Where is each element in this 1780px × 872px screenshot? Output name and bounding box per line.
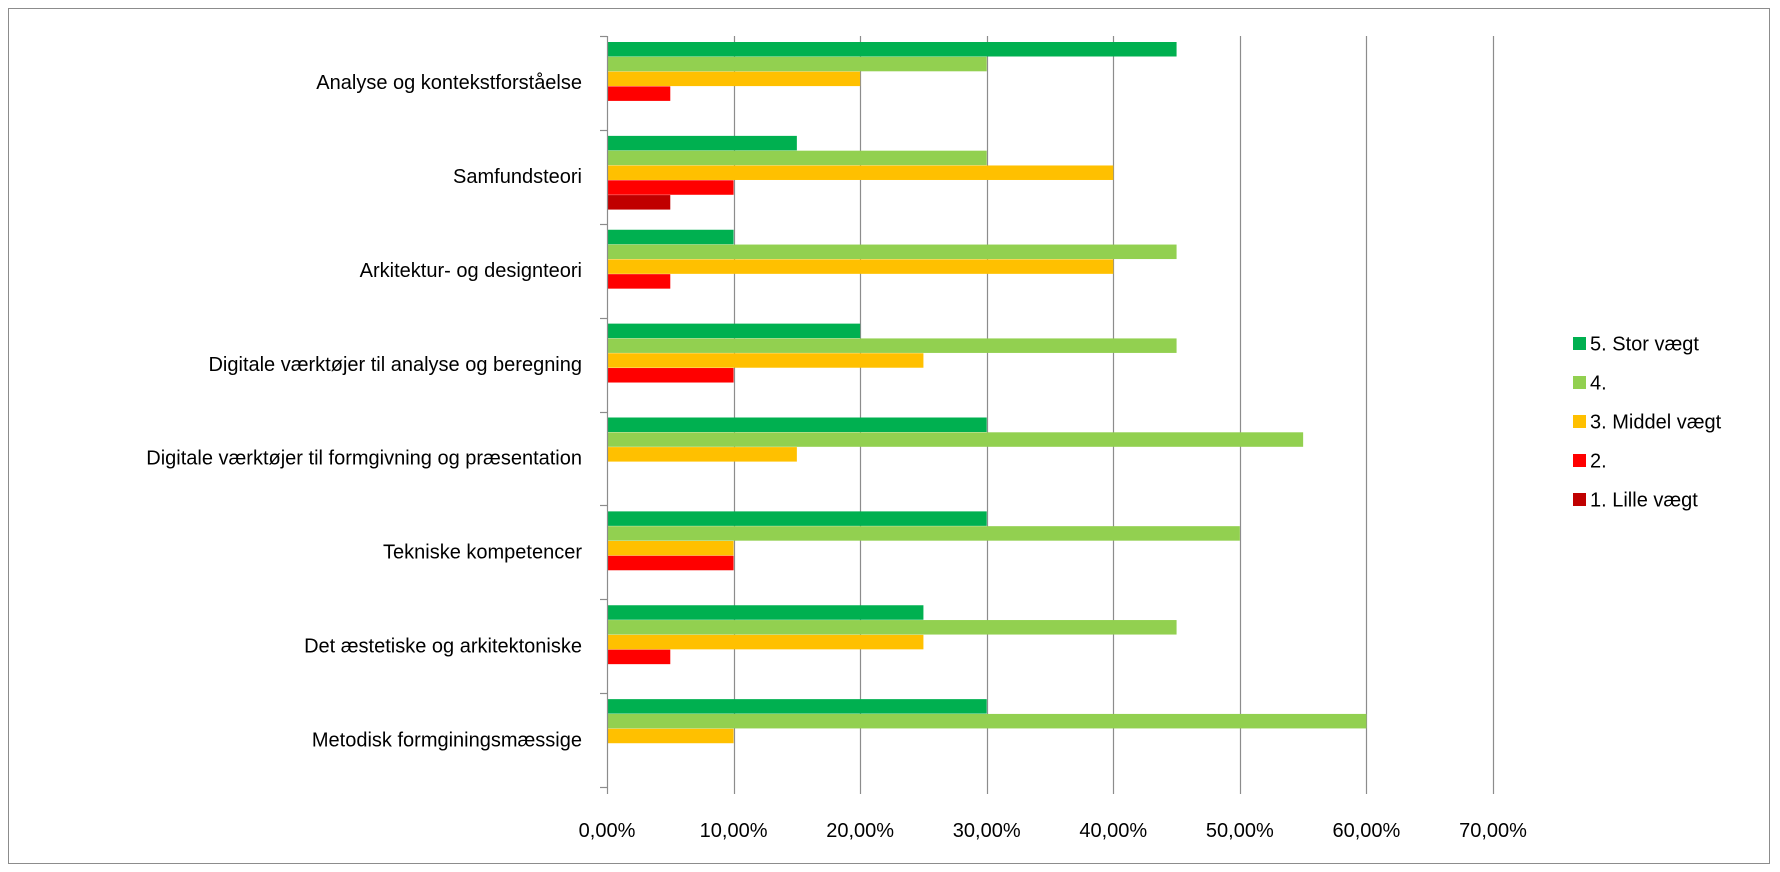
bar (608, 620, 1177, 635)
bar (608, 728, 734, 744)
bar (608, 259, 1114, 274)
category-labels: Analyse og kontekstforståelse Samfundsteo… (146, 72, 582, 751)
legend-label: 5. Stor vægt (1590, 333, 1699, 355)
category-label: Det æstetiske og arkitektoniske (304, 635, 582, 657)
legend-swatch (1573, 337, 1586, 350)
bar (608, 180, 734, 195)
bar (608, 165, 1114, 180)
category-label: Analyse og kontekstforståelse (316, 72, 582, 94)
bar (608, 229, 734, 245)
bar (608, 447, 797, 462)
category-label: Tekniske kompetencer (383, 542, 582, 564)
bar (608, 511, 987, 526)
bar (608, 71, 861, 87)
bar (608, 540, 734, 556)
bar (608, 634, 924, 650)
x-tick-label: 30,00% (953, 820, 1021, 842)
x-tick-label: 40,00% (1079, 820, 1147, 842)
x-tick-label: 70,00% (1459, 820, 1527, 842)
bar (608, 699, 987, 714)
bar (608, 432, 1304, 447)
category-label: Digitale værktøjer til analyse og beregn… (208, 354, 582, 376)
bars (608, 42, 1367, 744)
category-label: Digitale værktøjer til formgivning og pr… (146, 448, 582, 470)
gridlines (733, 36, 1495, 787)
bar (608, 605, 924, 620)
bar (608, 323, 861, 339)
x-tick-label: 60,00% (1333, 820, 1401, 842)
bar (608, 195, 671, 210)
legend-label: 1. Lille vægt (1590, 489, 1698, 511)
legend-swatch (1573, 376, 1586, 389)
bar (608, 555, 734, 571)
bar (608, 368, 734, 383)
legend-swatch (1573, 415, 1586, 428)
bar (608, 274, 671, 289)
x-tick-labels: 0,00% 10,00% 20,00% 30,00% 40,00% 50,00% 60,00… (579, 820, 1527, 842)
x-tick-label: 10,00% (700, 820, 768, 842)
bar (608, 713, 1367, 729)
legend: 5. Stor vægt 4. 3. Middel vægt 2. 1. Lille v… (1573, 333, 1722, 511)
bar (608, 42, 1177, 57)
legend-label: 2. (1590, 450, 1607, 472)
bar (608, 526, 1240, 541)
category-label: Samfundsteori (453, 166, 582, 188)
bar (608, 150, 987, 166)
bar (608, 353, 924, 368)
legend-label: 4. (1590, 372, 1607, 394)
x-tick-label: 50,00% (1206, 820, 1274, 842)
bar (608, 56, 987, 72)
legend-swatch (1573, 493, 1586, 506)
bar (608, 417, 987, 432)
x-tick-label: 20,00% (826, 820, 894, 842)
axes (600, 35, 1495, 794)
category-label: Arkitektur- og designteori (360, 260, 582, 282)
bar (608, 338, 1177, 353)
bar (608, 244, 1177, 260)
legend-label: 3. Middel vægt (1590, 411, 1722, 433)
bar (608, 649, 671, 665)
category-label: Metodisk formginingsmæssige (312, 729, 582, 751)
bar (608, 86, 671, 101)
x-tick-label: 0,00% (579, 820, 636, 842)
legend-swatch (1573, 454, 1586, 467)
bar (608, 135, 797, 151)
